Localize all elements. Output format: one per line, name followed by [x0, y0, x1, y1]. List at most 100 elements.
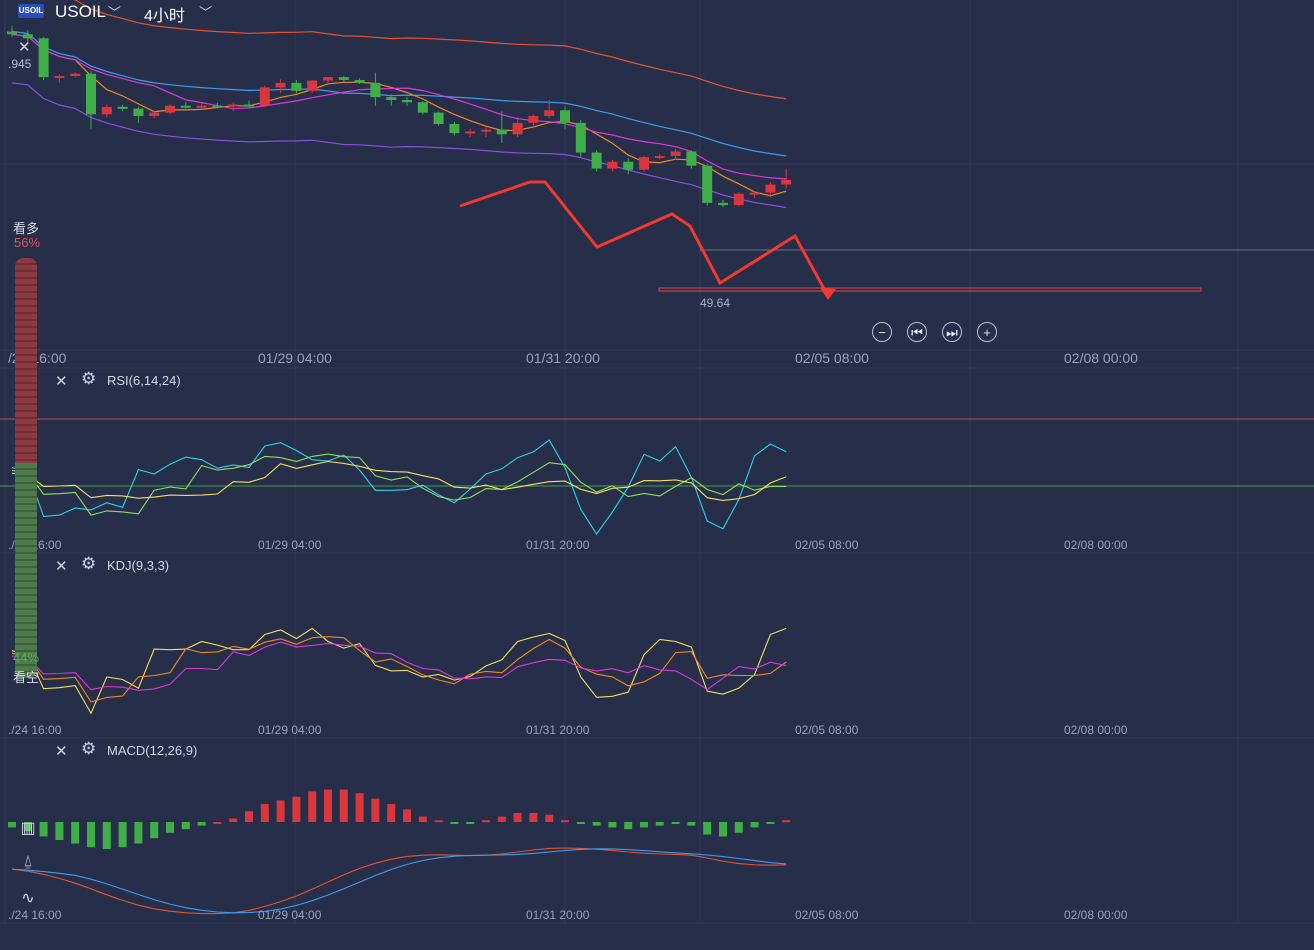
x-axis-tick-label: 02/05 08:00 [795, 350, 869, 366]
macd-histogram-bar [276, 800, 285, 822]
band-upper-line [72, 0, 787, 100]
rsi-24-line [11, 460, 787, 501]
candle-body [259, 87, 270, 106]
x-axis-tick-label: 02/05 08:00 [795, 723, 859, 737]
candle-body [670, 151, 681, 156]
kdj-label: KDJ(9,3,3) [107, 558, 170, 573]
macd-histogram-bar [624, 822, 633, 830]
jump-end-button[interactable]: ⏭ [942, 322, 962, 342]
candle-body [607, 161, 618, 169]
candle-body [165, 105, 175, 113]
macd-settings-gear-icon[interactable]: ⚙ [81, 739, 97, 758]
candle-body [481, 129, 491, 132]
macd-histogram-bar [750, 822, 759, 828]
macd-histogram-bar [134, 822, 143, 844]
macd-histogram-bar [687, 822, 696, 826]
macd-histogram-bar [118, 822, 127, 848]
zoom-out-button[interactable]: − [872, 322, 892, 342]
kdj-settings-gear-icon[interactable]: ⚙ [81, 554, 97, 573]
candle-body [307, 80, 318, 91]
macd-histogram-bar [403, 809, 411, 822]
candle-body [22, 34, 33, 39]
candle-body [702, 165, 713, 203]
candle-body [133, 108, 144, 116]
sentiment-bar [15, 258, 37, 678]
close-rsi-icon[interactable]: ✕ [55, 373, 68, 390]
macd-histogram-bar [71, 822, 80, 844]
macd-histogram-bar [339, 789, 348, 822]
macd-histogram-bar [545, 814, 554, 822]
symbol-selector[interactable]: USOIL [55, 2, 107, 21]
candle-body [417, 102, 428, 113]
price-bands [11, 0, 787, 209]
macd-histogram-bar [166, 822, 174, 833]
timeframe-selector[interactable]: 4小时 [144, 8, 185, 25]
symbol-logo: USOIL [18, 4, 44, 18]
macd-histogram-bar [734, 822, 743, 833]
x-axis-tick-label: 01/31 20:00 [526, 723, 590, 737]
x-axis-tick-label: 01/29 04:00 [258, 908, 322, 922]
macd-histogram-bar [608, 822, 617, 828]
candle-body [686, 151, 697, 166]
macd-histogram-bar [513, 813, 522, 822]
close-kdj-icon[interactable]: ✕ [55, 558, 68, 575]
candle-body [275, 82, 286, 88]
x-axis-tick-label: 02/05 08:00 [795, 538, 859, 552]
timeframe-chevron-down-icon[interactable]: ﹀ [199, 5, 213, 20]
bear-label: 看空 [13, 670, 40, 685]
macd-histogram-bar [181, 822, 190, 830]
symbol-chevron-down-icon[interactable]: ﹀ [108, 5, 122, 20]
candle-body [370, 82, 381, 98]
candle-body [180, 105, 191, 108]
candle-body [338, 77, 349, 80]
zoom-in-button[interactable]: + [977, 322, 997, 342]
x-axis-tick-label: 02/08 00:00 [1064, 350, 1138, 366]
candle-body [749, 192, 760, 195]
annotation-arrowhead [820, 288, 836, 300]
candle-body [212, 105, 223, 108]
macd-histogram-bar [260, 804, 269, 822]
candle-body [449, 124, 460, 134]
candle-body [117, 106, 128, 109]
x-axis-tick-label: 01/29 04:00 [258, 723, 322, 737]
candle-body [623, 161, 634, 170]
ma-magenta-line [11, 33, 787, 180]
candle-body [654, 156, 665, 158]
macd-histogram-bar [292, 796, 301, 822]
candle-body [575, 122, 586, 153]
macd-histogram-bar [561, 820, 569, 823]
candle-body [354, 80, 365, 83]
indicator-wave-icon[interactable]: ∿ [21, 890, 35, 907]
rsi-settings-gear-icon[interactable]: ⚙ [81, 369, 97, 388]
kdj-d-line [11, 641, 787, 691]
x-axis-tick-label: 02/08 00:00 [1064, 538, 1128, 552]
macd-histogram-bar [371, 798, 380, 822]
candle-body [54, 76, 65, 78]
macd-histogram-bar [497, 816, 506, 822]
macd-histogram-bar [197, 822, 206, 826]
macd-histogram-bar [55, 822, 64, 840]
candle-body [544, 110, 555, 116]
x-axis-tick-label: 01/29 04:00 [258, 350, 332, 366]
chart-type-icon[interactable]: ▥ [20, 820, 36, 837]
macd-histogram-bar [245, 811, 253, 822]
candle-body [291, 82, 302, 91]
candle-body [718, 202, 728, 206]
macd-histogram-bar [418, 816, 427, 822]
close-macd-icon[interactable]: ✕ [55, 743, 68, 760]
close-overlay-icon[interactable]: ✕ [18, 39, 31, 56]
macd-histogram-bar [39, 822, 48, 837]
macd-histogram-bar [671, 822, 680, 824]
annotation-arrows [459, 180, 836, 300]
candle-body [228, 104, 239, 107]
macd-histogram-bar [213, 822, 222, 824]
rsi-14-line [11, 453, 787, 516]
drawing-compass-icon[interactable]: ⍙ [23, 853, 33, 870]
jump-start-button[interactable]: ⏮ [907, 322, 927, 342]
macd-histogram-bar [576, 822, 585, 824]
candle-body [528, 116, 539, 123]
candle-body [86, 73, 96, 115]
x-axis-tick-label: 02/08 00:00 [1064, 723, 1128, 737]
candle-body [196, 105, 207, 108]
